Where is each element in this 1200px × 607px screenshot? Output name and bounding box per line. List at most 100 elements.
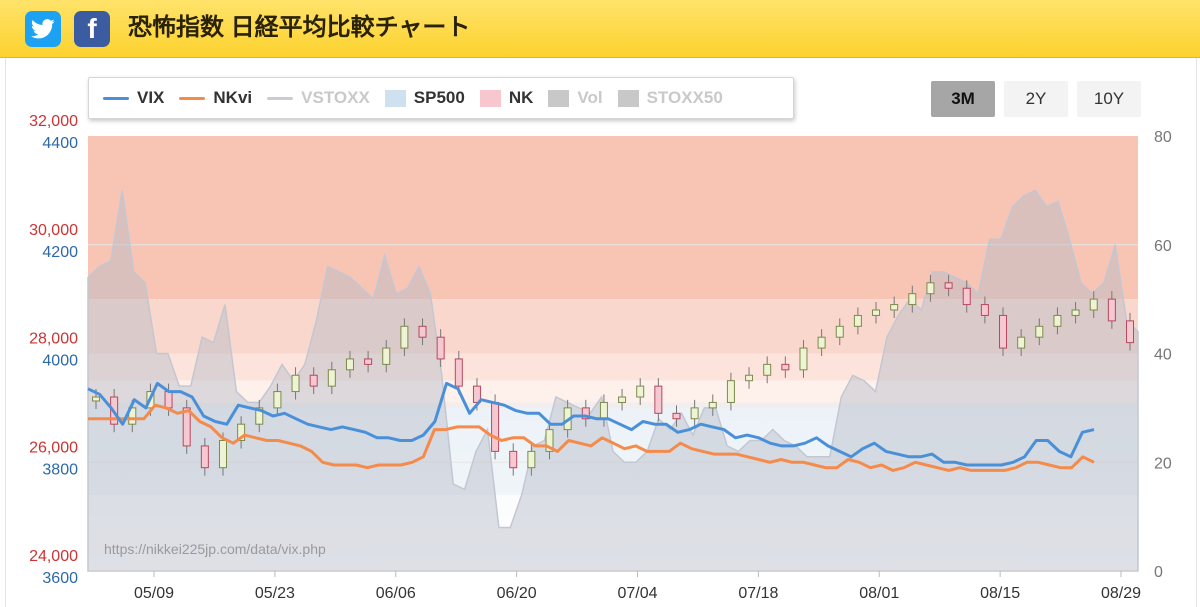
nk-candle bbox=[581, 407, 590, 420]
nk-axis-tick-label: 30,000 bbox=[29, 222, 78, 239]
vol-axis-tick-label: 0 bbox=[1154, 564, 1163, 581]
nk-candle bbox=[400, 325, 409, 349]
nk-candle bbox=[309, 374, 318, 387]
nk-candle bbox=[527, 450, 536, 469]
legend-label: VSTOXX bbox=[301, 88, 370, 107]
nk-candle bbox=[599, 401, 608, 420]
range-button-10y[interactable]: 10Y bbox=[1077, 81, 1141, 117]
chart-legend: VIX NKvi VSTOXX SP500 NK Vol STOXX50 bbox=[88, 77, 794, 119]
x-axis-tick-label: 08/29 bbox=[1101, 585, 1141, 602]
vol-axis-tick-label: 80 bbox=[1154, 129, 1172, 146]
x-axis-tick-label: 08/15 bbox=[980, 585, 1020, 602]
nk-candle bbox=[1035, 325, 1044, 338]
nk-candle bbox=[509, 450, 518, 469]
nk-candle bbox=[92, 396, 100, 402]
nk-candle bbox=[128, 407, 137, 425]
nk-candle bbox=[1107, 298, 1116, 322]
risk-zone-band bbox=[88, 136, 1138, 300]
legend-item-vol[interactable]: Vol bbox=[548, 88, 603, 108]
nkvi-line bbox=[88, 403, 1095, 472]
nk-candle bbox=[418, 325, 427, 338]
x-axis-tick-label: 06/20 bbox=[497, 585, 537, 602]
vol-area bbox=[87, 189, 1139, 572]
range-button-3m[interactable]: 3M bbox=[931, 81, 995, 117]
nk-candle bbox=[962, 287, 971, 306]
nk-candle bbox=[327, 369, 336, 387]
nk-candle bbox=[182, 407, 191, 447]
legend-swatch bbox=[267, 96, 294, 100]
twitter-bird-icon bbox=[31, 19, 55, 39]
legend-label: VIX bbox=[137, 88, 165, 107]
legend-swatch bbox=[103, 96, 129, 100]
legend-label: STOXX50 bbox=[646, 88, 723, 107]
nk-candle bbox=[690, 407, 699, 420]
x-axis-tick-label: 05/23 bbox=[255, 585, 295, 602]
nk-candle bbox=[980, 304, 989, 316]
nk-candle bbox=[491, 401, 500, 452]
nk-candle bbox=[382, 347, 391, 365]
risk-zone-band bbox=[88, 299, 1138, 354]
nk-candle bbox=[708, 401, 717, 409]
legend-label: NK bbox=[508, 88, 534, 107]
nk-axis-tick-label: 24,000 bbox=[29, 548, 78, 565]
range-button-2y[interactable]: 2Y bbox=[1004, 81, 1068, 117]
sp500-axis-tick-label: 3600 bbox=[42, 570, 78, 587]
x-axis-tick-label: 07/18 bbox=[738, 585, 778, 602]
legend-item-nkvi[interactable]: NKvi bbox=[179, 88, 252, 108]
risk-zone-band bbox=[88, 380, 1138, 408]
nk-candle bbox=[926, 282, 935, 295]
legend-label: Vol bbox=[577, 88, 603, 107]
nk-candle bbox=[835, 325, 844, 338]
range-selector: 3M 2Y 10Y bbox=[922, 81, 1141, 117]
nk-candle bbox=[545, 429, 554, 452]
sp500-axis-tick-label: 3800 bbox=[42, 461, 78, 478]
sp500-axis-tick-label: 4200 bbox=[42, 244, 78, 261]
legend-label: NKvi bbox=[213, 88, 253, 107]
nk-candle bbox=[618, 396, 627, 403]
nk-axis-tick-label: 32,000 bbox=[29, 113, 78, 130]
nk-candle bbox=[763, 363, 772, 376]
nk-candle bbox=[454, 358, 463, 387]
sp500-axis-tick-label: 4000 bbox=[42, 353, 78, 370]
legend-item-vstoxx[interactable]: VSTOXX bbox=[267, 88, 370, 108]
facebook-share-button[interactable]: f bbox=[74, 11, 110, 47]
nk-candle bbox=[817, 336, 826, 349]
nk-candle bbox=[436, 336, 445, 360]
x-axis-tick-label: 07/04 bbox=[617, 585, 657, 602]
nk-candle bbox=[255, 407, 264, 425]
legend-item-vix[interactable]: VIX bbox=[103, 88, 164, 108]
legend-swatch bbox=[617, 89, 639, 107]
plot-background bbox=[88, 407, 1138, 571]
nk-candle bbox=[654, 385, 663, 414]
nk-candle bbox=[908, 293, 917, 306]
legend-item-sp500[interactable]: SP500 bbox=[384, 88, 465, 108]
twitter-share-button[interactable] bbox=[25, 11, 61, 47]
page-title: 恐怖指数 日経平均比較チャート bbox=[128, 14, 471, 41]
nk-axis-tick-label: 26,000 bbox=[29, 439, 78, 456]
legend-swatch bbox=[179, 96, 206, 100]
legend-label: SP500 bbox=[413, 88, 465, 107]
legend-item-nk[interactable]: NK bbox=[479, 88, 534, 108]
nk-candle bbox=[672, 412, 681, 420]
nk-candle bbox=[273, 391, 282, 409]
legend-swatch bbox=[384, 89, 406, 107]
nk-candle bbox=[781, 363, 790, 371]
page-header: f 恐怖指数 日経平均比較チャート bbox=[0, 0, 1200, 58]
nk-candle bbox=[345, 358, 354, 371]
x-axis-tick-label: 08/01 bbox=[859, 585, 899, 602]
nk-candle bbox=[944, 282, 953, 289]
legend-item-stoxx50[interactable]: STOXX50 bbox=[617, 88, 723, 108]
nk-candle bbox=[872, 309, 881, 316]
nk-candle bbox=[1053, 314, 1062, 327]
source-credit: https://nikkei225jp.com/data/vix.php bbox=[104, 541, 326, 557]
nk-candle bbox=[726, 380, 735, 403]
legend-swatch bbox=[479, 89, 501, 107]
nk-candle bbox=[218, 440, 227, 469]
nk-candle bbox=[1089, 298, 1098, 311]
nk-candle bbox=[890, 304, 899, 311]
nk-candle bbox=[291, 374, 300, 393]
nk-candle bbox=[1017, 336, 1026, 349]
vol-axis-tick-label: 60 bbox=[1154, 238, 1172, 255]
sp500-axis-tick-label: 4400 bbox=[42, 135, 78, 152]
